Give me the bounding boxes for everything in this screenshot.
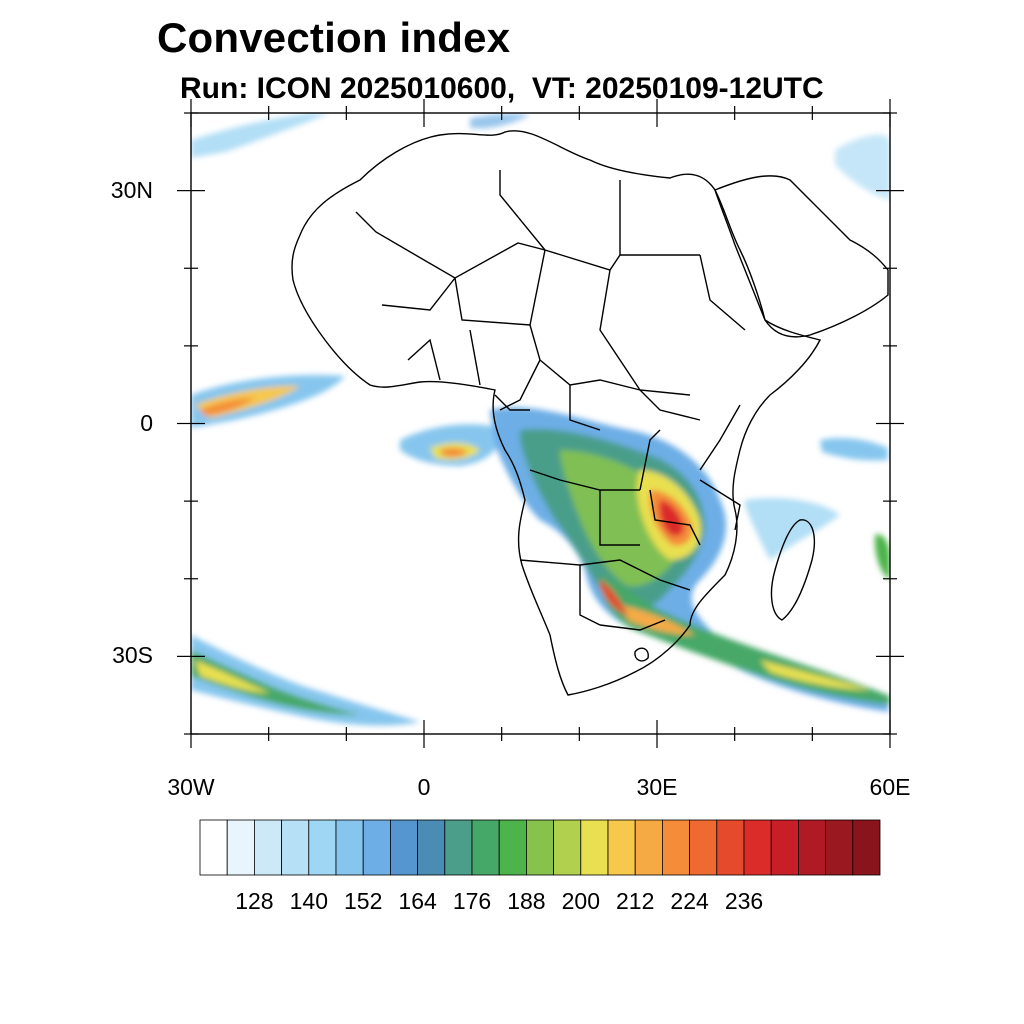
colorbar-label: 200 [561, 888, 600, 914]
y-tick-label: 30N [110, 176, 153, 203]
x-tick-label: 60E [869, 774, 911, 800]
colorbar-label: 188 [507, 888, 546, 914]
colorbar-label: 140 [289, 888, 328, 914]
x-tick-label: 30W [167, 774, 215, 800]
colorbar-label: 224 [670, 888, 709, 914]
colorbar-label: 212 [616, 888, 655, 914]
x-tick-label: 30E [636, 774, 678, 800]
x-tick-label: 0 [417, 774, 431, 800]
colorbar-label: 152 [344, 888, 383, 914]
map-title: Convection index [157, 14, 511, 61]
y-tick-label: 0 [140, 409, 153, 436]
axis-ticks [177, 99, 904, 748]
colorbar-label: 176 [452, 888, 492, 914]
y-tick-label: 30S [112, 642, 153, 669]
colorbar-label: 128 [235, 888, 274, 914]
colorbar-label: 236 [724, 888, 764, 914]
colorbar-label: 164 [398, 888, 437, 914]
convection-shading [191, 113, 890, 726]
map-subtitle: Run: ICON 2025010600, VT: 20250109-12UTC [180, 72, 824, 105]
coastlines [291, 130, 889, 696]
